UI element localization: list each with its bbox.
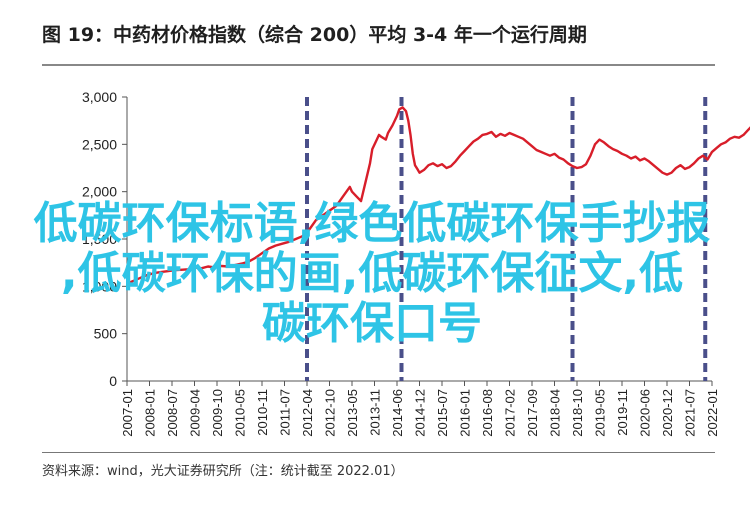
source-note: 资料来源：wind，光大证券研究所（注：统计截至 2022.01） — [42, 464, 404, 479]
x-tick-label: 2010-11 — [255, 389, 270, 436]
x-tick-label: 2017-02 — [503, 389, 518, 437]
watermark-line: ,低碳环保的画,低碳环保征文,低 — [61, 248, 683, 299]
x-tick-label: 2009-10 — [210, 389, 225, 437]
x-tick-label: 2021-07 — [683, 389, 698, 437]
x-tick-label: 2016-08 — [480, 389, 495, 437]
x-tick-label: 2012-04 — [300, 389, 315, 437]
y-tick-label: 1,000 — [82, 278, 117, 294]
x-tick-label: 2007-01 — [120, 389, 135, 437]
y-tick-label: 3,000 — [82, 89, 117, 105]
y-tick-label: 500 — [94, 326, 118, 342]
footer-divider — [42, 452, 715, 453]
x-tick-label: 2011-07 — [278, 389, 293, 436]
y-tick-label: 2,000 — [82, 184, 117, 200]
series-line — [126, 106, 750, 285]
title-divider — [42, 64, 715, 66]
chart-title: 图 19：中药材价格指数（综合 200）平均 3-4 年一个运行周期 — [42, 24, 587, 46]
x-tick-label: 2014-12 — [413, 389, 428, 437]
x-tick-label: 2014-06 — [390, 389, 405, 437]
x-tick-label: 2020-06 — [638, 389, 653, 437]
x-tick-label: 2013-11 — [368, 389, 383, 436]
x-tick-label: 2012-10 — [323, 389, 338, 437]
x-tick-label: 2018-10 — [570, 389, 585, 437]
x-tick-label: 2017-09 — [525, 389, 540, 437]
x-tick-label: 2010-05 — [233, 389, 248, 437]
x-tick-label: 2008-07 — [165, 389, 180, 437]
x-tick-label: 2016-01 — [458, 389, 473, 437]
y-tick-label: 0 — [109, 373, 117, 389]
x-tick-label: 2018-04 — [548, 389, 563, 437]
x-tick-label: 2008-01 — [143, 389, 158, 437]
y-axis-ticks: 0 500 1,000 1,500 2,000 2,500 3,000 — [82, 89, 127, 389]
y-tick-label: 1,500 — [82, 231, 117, 247]
x-tick-label: 2019-11 — [615, 389, 630, 436]
x-tick-label: 2020-12 — [660, 389, 675, 437]
cycle-markers — [305, 97, 708, 381]
x-axis-ticks: 2007-01 2008-01 2008-07 2009-04 2009-10 2010-… — [120, 381, 720, 437]
y-tick-label: 2,500 — [82, 136, 117, 152]
x-tick-label: 2022-01 — [705, 389, 720, 437]
series-group — [126, 106, 750, 285]
x-tick-label: 2013-05 — [345, 389, 360, 437]
x-tick-label: 2009-04 — [188, 389, 203, 437]
x-tick-label: 2015-07 — [435, 389, 450, 437]
watermark-line: 低碳环保标语,绿色低碳环保手抄报 — [34, 198, 711, 249]
x-tick-label: 2019-05 — [593, 389, 608, 437]
watermark-line: 碳环保口号 — [262, 298, 482, 349]
